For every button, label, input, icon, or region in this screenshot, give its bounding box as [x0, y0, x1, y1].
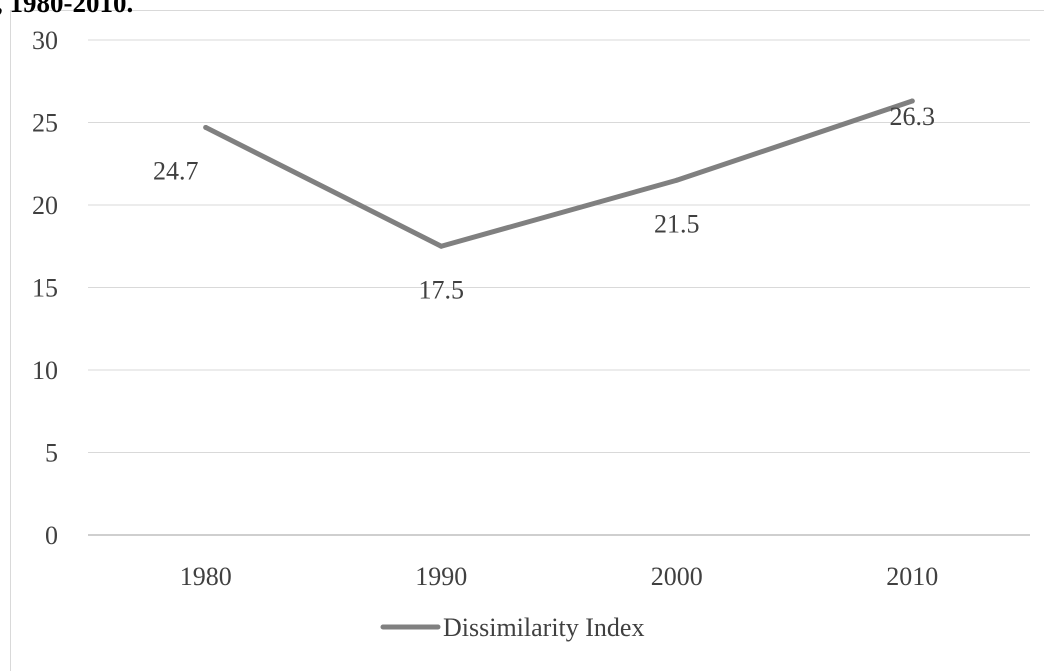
data-point-1990 — [438, 243, 444, 249]
x-tick-label-1990: 1990 — [415, 562, 467, 591]
y-tick-label-0: 0 — [45, 521, 58, 550]
x-tick-label-1980: 1980 — [180, 562, 232, 591]
series-line-0 — [203, 98, 915, 249]
data-point-2010 — [909, 98, 915, 104]
data-label-2000: 21.5 — [654, 209, 700, 238]
chart-title-fragment: , 1980-2010. — [0, 0, 134, 18]
data-point-2000 — [674, 177, 680, 183]
chart-border — [10, 10, 1044, 671]
y-tick-label-25: 25 — [32, 109, 58, 138]
x-tick-label-2010: 2010 — [886, 562, 938, 591]
data-point-1980 — [203, 124, 209, 130]
y-tick-label-15: 15 — [32, 274, 58, 303]
y-tick-label-30: 30 — [32, 26, 58, 55]
y-tick-label-10: 10 — [32, 356, 58, 385]
y-tick-label-20: 20 — [32, 191, 58, 220]
x-tick-label-2000: 2000 — [651, 562, 703, 591]
y-tick-label-5: 5 — [45, 439, 58, 468]
data-label-1990: 17.5 — [419, 275, 465, 304]
data-label-1980: 24.7 — [153, 156, 199, 185]
data-label-2010: 26.3 — [890, 102, 936, 131]
legend-label: Dissimilarity Index — [443, 613, 644, 642]
